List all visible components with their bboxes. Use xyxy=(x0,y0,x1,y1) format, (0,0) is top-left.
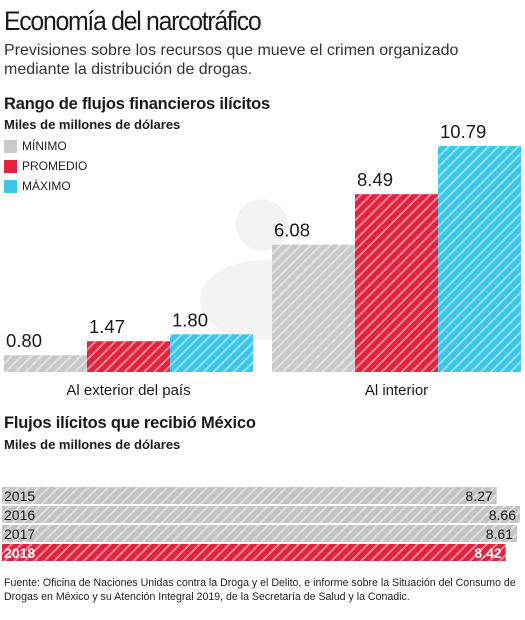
bar-value-label: 1.47 xyxy=(89,316,125,337)
chart2-units: Miles de millones de dólares xyxy=(4,437,181,452)
bar-hatch xyxy=(355,194,438,372)
bar-value-label: 8.49 xyxy=(357,169,393,190)
bar-value-label: 10.79 xyxy=(440,121,486,142)
bar-value-label: 1.80 xyxy=(172,309,208,330)
chart1-units: Miles de millones de dólares xyxy=(4,117,181,132)
chart1-plot: 0.80 1.47 1.80 Al exterior del país 6.08 8.49… xyxy=(4,121,521,399)
legend-item-minimo: MÍNIMO xyxy=(4,136,87,156)
page-subtitle: Previsiones sobre los recursos que mueve… xyxy=(4,42,459,78)
bar-value-label: 6.08 xyxy=(274,220,310,241)
hbar-hatch xyxy=(2,544,506,561)
bar-hatch xyxy=(272,244,355,372)
hbar-hatch xyxy=(2,487,497,504)
hbar-value-label: 8.42 xyxy=(474,545,501,561)
chart2-plot: 2015 8.27 2016 8.66 2017 8.61 2018 8.42 xyxy=(2,487,520,561)
category-label: Al exterior del país xyxy=(66,382,190,399)
bar-hatch xyxy=(4,355,87,372)
bar-hatch xyxy=(87,341,170,372)
hbar-value-label: 8.61 xyxy=(486,526,513,542)
hbar-value-label: 8.27 xyxy=(465,488,492,504)
hbar-hatch xyxy=(2,506,520,523)
legend-swatch-promedio xyxy=(4,159,17,173)
chart2-title: Flujos ilícitos que recibió México xyxy=(4,414,256,432)
legend-swatch-maximo xyxy=(4,179,17,193)
hbar-hatch xyxy=(2,525,518,542)
legend-swatch-minimo xyxy=(4,139,17,153)
chart1-legend: MÍNIMO PROMEDIO MÁXIMO xyxy=(4,136,87,196)
source-note: Fuente: Oficina de Naciones Unidas contr… xyxy=(4,577,516,603)
bar-hatch xyxy=(438,146,521,372)
bar-hatch xyxy=(170,334,253,372)
legend-label-promedio: PROMEDIO xyxy=(22,159,88,173)
year-label: 2018 xyxy=(4,545,35,561)
legend-item-promedio: PROMEDIO xyxy=(4,156,87,176)
legend-label-minimo: MÍNIMO xyxy=(22,139,67,153)
chart1-title: Rango de flujos financieros ilícitos xyxy=(4,95,271,113)
hbar-value-label: 8.66 xyxy=(489,507,516,523)
year-label: 2017 xyxy=(4,526,35,542)
category-label: Al interior xyxy=(365,382,428,399)
bar-value-label: 0.80 xyxy=(6,330,42,351)
legend-label-maximo: MÁXIMO xyxy=(22,179,71,193)
year-label: 2015 xyxy=(4,488,35,504)
legend-item-maximo: MÁXIMO xyxy=(4,176,87,196)
page-title: Economía del narcotráfico xyxy=(4,6,262,36)
year-label: 2016 xyxy=(4,507,35,523)
